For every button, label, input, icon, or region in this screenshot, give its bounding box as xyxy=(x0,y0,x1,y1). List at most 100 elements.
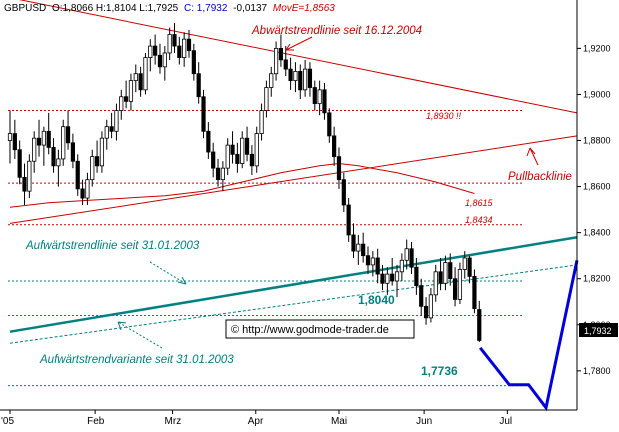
downtrend-arrowhead xyxy=(285,43,294,51)
candle-body-67 xyxy=(332,135,337,158)
candle-body-66 xyxy=(327,112,332,137)
candle-body-70 xyxy=(346,204,351,236)
candle-body-21 xyxy=(109,126,114,132)
pullback-label: Pullbacklinie xyxy=(508,171,572,183)
candle-body-58 xyxy=(288,68,293,82)
candle-body-25 xyxy=(128,80,134,102)
level-18040-label: 1,8040 xyxy=(358,293,395,307)
y-tick-label-3: 1,8600 xyxy=(583,182,611,192)
candle-body-53 xyxy=(264,87,269,111)
candle-body-48 xyxy=(240,137,245,164)
candle-body-83 xyxy=(409,248,414,268)
candle-body-0 xyxy=(7,133,13,141)
y-tick-label-0: 1,9200 xyxy=(583,43,611,53)
candle-body-57 xyxy=(283,59,288,70)
trend-line-3 xyxy=(9,264,578,344)
header-change: -0,0137 xyxy=(233,3,267,14)
y-tick-label-1: 1,9000 xyxy=(583,89,611,99)
candle-body-37 xyxy=(186,38,192,52)
header-close: C: 1,7932 xyxy=(184,3,228,14)
pullback-arrowhead xyxy=(526,147,536,157)
candle-body-90 xyxy=(443,262,448,284)
y-tick-label-7: 1,7800 xyxy=(583,366,611,376)
y-tick-label-5: 1,8200 xyxy=(583,274,611,284)
candle-body-63 xyxy=(312,87,317,105)
header-moving-average: MovE=1,8563 xyxy=(273,3,335,14)
level-18434-label: 1,8434 xyxy=(465,215,493,225)
pullback-arrow xyxy=(529,147,539,166)
candle-body-94 xyxy=(462,257,467,270)
candle-body-96 xyxy=(472,276,477,310)
x-tick-label-1: Feb xyxy=(87,416,105,427)
candle-body-22 xyxy=(114,110,119,132)
uptrend-arrow xyxy=(149,261,187,285)
candle-body-47 xyxy=(235,153,240,164)
candle-body-74 xyxy=(365,255,371,266)
trend-line-1 xyxy=(9,135,578,224)
candle-body-46 xyxy=(230,144,235,155)
x-tick-label-4: Mai xyxy=(331,416,347,427)
candle-body-69 xyxy=(341,179,346,206)
candle-body-39 xyxy=(196,73,201,98)
candle-body-28 xyxy=(143,57,148,91)
candle-body-5 xyxy=(32,137,37,162)
candle-body-79 xyxy=(390,273,395,282)
downtrend-label: Abwärtstrendlinie seit 16.12.2004 xyxy=(251,25,422,37)
candle-body-32 xyxy=(162,52,167,68)
candle-body-30 xyxy=(153,45,158,56)
candle-body-3 xyxy=(22,176,27,192)
copyright-box xyxy=(225,319,415,339)
x-tick-label-3: Apr xyxy=(248,416,264,427)
candle-body-87 xyxy=(428,294,433,319)
level-18615-label: 1,8615 xyxy=(465,198,494,208)
candle-body-55 xyxy=(273,47,279,75)
candle-body-59 xyxy=(293,71,298,82)
candle-body-33 xyxy=(167,34,172,54)
candle-body-89 xyxy=(438,271,443,284)
candle-body-92 xyxy=(452,278,458,300)
candle-body-86 xyxy=(423,305,429,319)
uptrend-arrowhead xyxy=(177,276,187,285)
candle-body-88 xyxy=(433,271,438,296)
candle-body-56 xyxy=(278,47,284,61)
candle-body-27 xyxy=(138,73,143,91)
candle-body-26 xyxy=(133,73,138,82)
candle-body-97 xyxy=(477,309,482,341)
candle-body-17 xyxy=(90,156,95,181)
candle-body-65 xyxy=(322,89,327,114)
candle-body-44 xyxy=(220,167,225,181)
candle-body-81 xyxy=(399,259,404,273)
projection-path xyxy=(479,259,579,412)
header-ohlc: O:1,8066 H:1,8104 L:1,7925 xyxy=(52,3,179,14)
moving-average-line xyxy=(9,162,475,208)
level-17736-label: 1,7736 xyxy=(421,364,458,378)
candle-body-2 xyxy=(17,149,22,178)
candle-body-91 xyxy=(448,262,453,280)
candle-body-77 xyxy=(380,273,385,284)
candle-body-34 xyxy=(172,34,177,47)
candle-body-42 xyxy=(211,151,216,169)
trend-line-0 xyxy=(18,0,578,114)
candle-body-62 xyxy=(307,68,313,88)
candle-body-23 xyxy=(119,96,124,111)
candle-body-29 xyxy=(148,45,153,58)
candle-body-7 xyxy=(41,130,46,146)
x-tick-label-6: Jul xyxy=(499,416,512,427)
candle-body-15 xyxy=(80,188,85,199)
candle-body-75 xyxy=(370,257,375,266)
candle-body-54 xyxy=(269,73,274,88)
candle-body-10 xyxy=(56,158,61,167)
x-tick-label-0: '05 xyxy=(1,416,14,427)
y-tick-label-2: 1,8800 xyxy=(583,136,611,146)
candle-body-1 xyxy=(12,133,17,151)
candle-body-85 xyxy=(419,285,424,307)
candle-body-16 xyxy=(85,179,90,199)
candle-body-4 xyxy=(27,160,32,192)
uptrend-label: Aufwärtstrendlinie seit 31.01.2003 xyxy=(25,240,200,252)
x-tick-label-5: Jun xyxy=(416,416,432,427)
candle-body-14 xyxy=(75,160,80,190)
x-tick-label-2: Mrz xyxy=(165,416,182,427)
candle-body-20 xyxy=(104,126,109,139)
last-price-value: 1,7932 xyxy=(584,326,612,336)
